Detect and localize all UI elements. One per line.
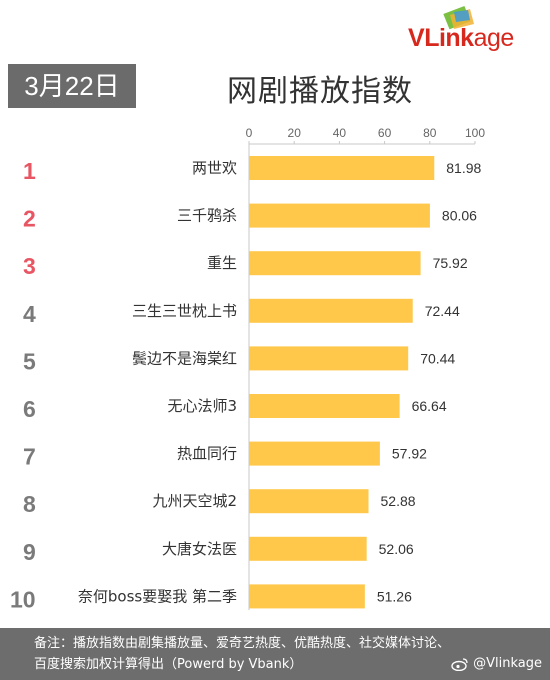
x-tick-label: 80 xyxy=(423,126,437,140)
logo-emblem-icon xyxy=(443,6,474,30)
rank-number: 7 xyxy=(23,444,36,470)
chart-title: 网剧播放指数 xyxy=(227,74,413,109)
bar-value-label: 80.06 xyxy=(442,208,477,224)
category-label: 两世欢 xyxy=(192,159,237,177)
vlinkage-logo: VLinkage xyxy=(408,6,543,54)
weibo-watermark: @Vlinkage xyxy=(451,656,542,671)
category-label: 三千鸦杀 xyxy=(177,207,237,225)
footer-note-line-1: 备注：播放指数由剧集播放量、爱奇艺热度、优酷热度、社交媒体讨论、 xyxy=(34,636,451,651)
category-label: 热血同行 xyxy=(177,445,237,463)
rank-number: 9 xyxy=(23,539,36,565)
date-badge: 3月22日 xyxy=(8,64,136,108)
bar-value-label: 72.44 xyxy=(425,303,460,319)
rank-number: 10 xyxy=(10,586,36,612)
footer-note: 备注：播放指数由剧集播放量、爱奇艺热度、优酷热度、社交媒体讨论、 百度搜索加权计… xyxy=(0,628,550,680)
bar xyxy=(249,298,413,323)
rank-number: 3 xyxy=(23,253,36,279)
bar-value-label: 81.98 xyxy=(446,160,481,176)
bar-value-label: 52.88 xyxy=(381,493,416,509)
category-label: 重生 xyxy=(207,254,237,272)
bar xyxy=(249,156,435,180)
bar-value-label: 51.26 xyxy=(377,588,412,604)
rank-number: 6 xyxy=(23,396,36,422)
bar xyxy=(249,584,365,609)
bar-value-label: 66.64 xyxy=(412,398,447,414)
bar xyxy=(249,251,421,276)
footer-note-line-2: 百度搜索加权计算得出（Powerd by Vbank） xyxy=(34,657,303,672)
rank-number: 2 xyxy=(23,206,36,232)
bar-chart: 0 20 40 60 80 100 81.98 两世欢 1 80.06 三千鸦杀 2 75.92 重生 3 7… xyxy=(10,126,485,612)
bar-value-label: 70.44 xyxy=(420,350,455,366)
bar-value-label: 52.06 xyxy=(379,541,414,557)
rank-number: 5 xyxy=(23,348,36,374)
bar xyxy=(249,536,367,561)
category-label: 大唐女法医 xyxy=(162,540,237,558)
bar xyxy=(249,489,369,514)
category-label: 奈何boss要娶我 第二季 xyxy=(78,587,237,605)
category-label: 鬓边不是海棠红 xyxy=(132,349,237,367)
bar xyxy=(249,203,430,228)
weibo-handle: @Vlinkage xyxy=(473,656,542,671)
category-label: 九州天空城2 xyxy=(152,492,237,510)
category-label: 无心法师3 xyxy=(167,397,237,415)
x-tick-label: 40 xyxy=(333,126,347,140)
bar xyxy=(249,441,380,466)
rank-number: 4 xyxy=(23,301,36,327)
x-tick-label: 20 xyxy=(288,126,302,140)
weibo-icon xyxy=(451,657,468,671)
bar-value-label: 75.92 xyxy=(433,255,468,271)
logo-wordmark: VLinkage xyxy=(408,24,514,52)
bar-value-label: 57.92 xyxy=(392,446,427,462)
rank-number: 8 xyxy=(23,491,36,517)
bar xyxy=(249,394,400,418)
x-tick-label: 100 xyxy=(465,126,485,140)
bar xyxy=(249,346,409,371)
x-tick-label: 0 xyxy=(246,126,253,140)
rank-number: 1 xyxy=(23,158,36,184)
x-tick-label: 60 xyxy=(378,126,392,140)
category-label: 三生三世枕上书 xyxy=(132,302,237,320)
